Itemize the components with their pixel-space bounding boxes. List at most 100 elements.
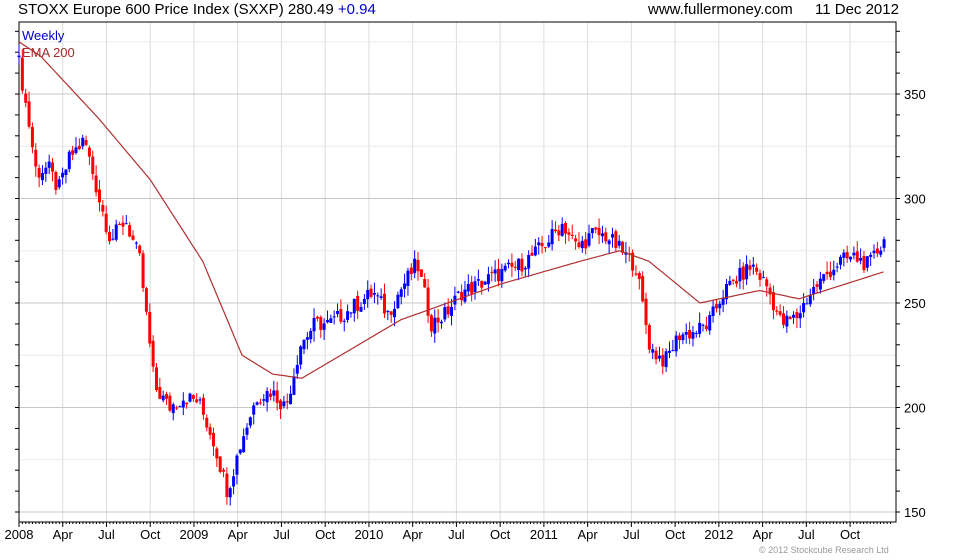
candle-down xyxy=(91,156,95,175)
candle-down xyxy=(436,317,440,323)
x-tick-label: Apr xyxy=(53,527,74,542)
candle-up xyxy=(61,172,65,178)
candle-down xyxy=(34,149,38,167)
candle-down xyxy=(768,287,772,295)
candle-down xyxy=(118,224,122,226)
candle-up xyxy=(67,151,71,170)
candle-up xyxy=(745,264,749,280)
candle-up xyxy=(517,258,521,271)
x-tick-label: 2012 xyxy=(704,527,733,542)
candle-up xyxy=(111,238,115,240)
candle-down xyxy=(644,298,648,326)
candle-down xyxy=(369,288,373,297)
candle-up xyxy=(607,240,611,245)
x-tick-label: Oct xyxy=(140,527,161,542)
candle-up xyxy=(503,265,507,271)
y-tick-label: 200 xyxy=(904,401,926,416)
candle-up xyxy=(272,390,276,396)
candle-down xyxy=(419,269,423,277)
candle-up xyxy=(721,297,725,305)
candle-down xyxy=(225,473,229,498)
title-text: STOXX Europe 600 Price Index (SXXP) 280.… xyxy=(18,1,334,18)
candle-up xyxy=(527,255,531,269)
candle-down xyxy=(319,317,323,330)
candle-down xyxy=(389,311,393,315)
candle-down xyxy=(815,284,819,287)
candle-up xyxy=(171,404,175,414)
candle-up xyxy=(57,179,61,188)
candle-up xyxy=(372,292,376,295)
candle-down xyxy=(828,271,832,278)
candle-up xyxy=(805,303,809,305)
candle-up xyxy=(450,306,454,316)
candle-up xyxy=(537,242,541,246)
candle-down xyxy=(641,276,645,302)
candle-down xyxy=(875,248,879,254)
x-tick-label: Apr xyxy=(578,527,599,542)
candle-up xyxy=(550,229,554,245)
x-tick-label: 2008 xyxy=(5,527,34,542)
ema-200-line xyxy=(18,41,884,379)
candle-up xyxy=(379,296,383,298)
candle-up xyxy=(255,402,259,405)
candle-down xyxy=(614,231,618,249)
candle-up xyxy=(178,406,182,408)
candle-down xyxy=(704,325,708,330)
candle-down xyxy=(661,354,665,367)
candle-up xyxy=(507,262,511,265)
candle-down xyxy=(765,279,769,287)
candle-up xyxy=(228,488,232,498)
candle-down xyxy=(637,272,641,280)
candle-down xyxy=(24,93,28,103)
candle-down xyxy=(423,279,427,288)
candle-up xyxy=(386,311,390,313)
x-tick-label: Apr xyxy=(752,527,773,542)
candle-down xyxy=(543,247,547,249)
candle-up xyxy=(818,278,822,290)
candle-up xyxy=(81,137,85,147)
candle-up xyxy=(114,224,118,240)
candle-up xyxy=(590,228,594,234)
candle-down xyxy=(27,101,31,127)
candle-down xyxy=(151,340,155,367)
candle-down xyxy=(148,311,152,344)
candle-up xyxy=(708,315,712,331)
candle-up xyxy=(322,323,326,330)
candle-down xyxy=(490,271,494,273)
x-tick-label: 2009 xyxy=(179,527,208,542)
y-tick-label: 350 xyxy=(904,87,926,102)
candle-up xyxy=(376,295,380,297)
candle-up xyxy=(252,405,256,415)
x-tick-label: Oct xyxy=(315,527,336,542)
site-url: www.fullermoney.com xyxy=(648,1,793,18)
plot-frame xyxy=(18,21,897,523)
candle-up xyxy=(547,242,551,247)
candle-up xyxy=(694,333,698,335)
candle-down xyxy=(741,266,745,280)
candle-down xyxy=(275,390,279,403)
candle-down xyxy=(416,259,420,272)
candle-down xyxy=(222,469,226,472)
candle-down xyxy=(775,310,779,312)
candle-down xyxy=(553,229,557,232)
candle-up xyxy=(651,349,655,353)
candle-up xyxy=(859,258,863,261)
candle-up xyxy=(849,256,853,260)
candle-up xyxy=(161,395,165,401)
candle-down xyxy=(855,251,859,262)
candle-down xyxy=(845,252,849,259)
candle-down xyxy=(101,204,105,212)
candle-up xyxy=(352,298,356,314)
candle-down xyxy=(731,279,735,282)
candle-down xyxy=(382,293,386,314)
legend-ema-200: EMA 200 xyxy=(22,45,75,60)
y-tick-label: 150 xyxy=(904,505,926,520)
candle-up xyxy=(439,321,443,324)
candle-up xyxy=(466,284,470,292)
candle-up xyxy=(812,287,816,294)
candle-down xyxy=(647,325,651,350)
candle-down xyxy=(654,350,658,360)
candle-up xyxy=(835,266,839,268)
x-tick-label: Oct xyxy=(840,527,861,542)
candle-down xyxy=(158,386,162,399)
